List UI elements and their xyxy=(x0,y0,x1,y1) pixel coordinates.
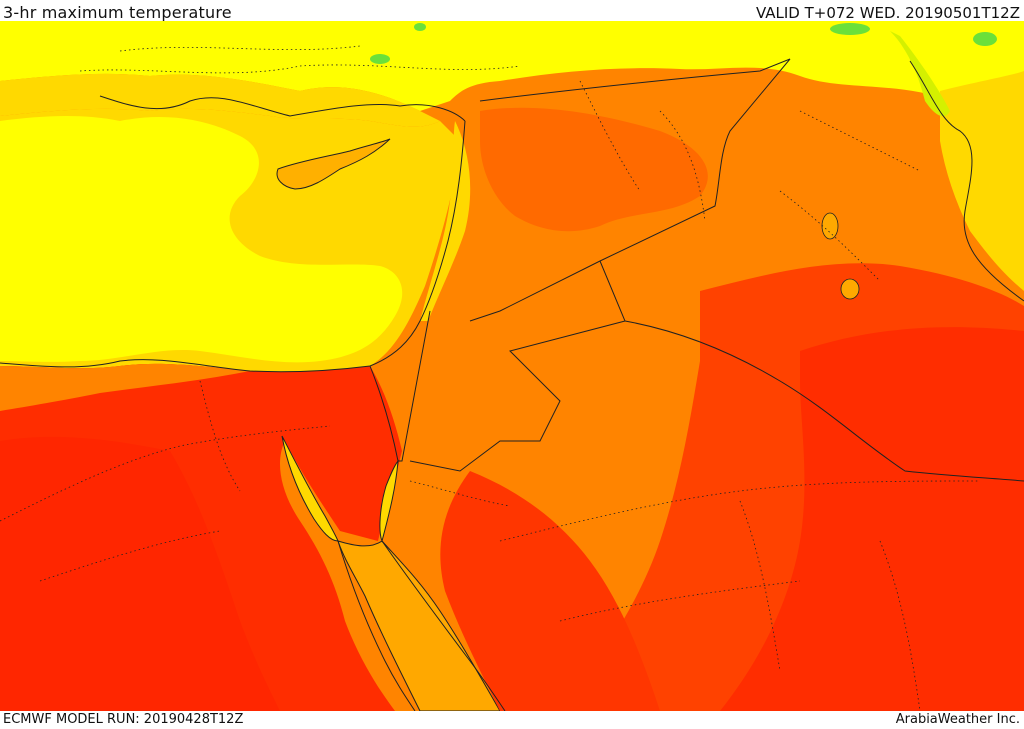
field-green-patch-c xyxy=(370,54,390,64)
field-green-patch-a xyxy=(973,32,997,46)
cyprus xyxy=(276,138,391,190)
field-egypt-deep xyxy=(0,436,280,711)
field-north-gold xyxy=(0,73,440,127)
field-iran-green xyxy=(890,31,950,117)
border-iraq-saudi xyxy=(409,260,626,472)
lake-a xyxy=(821,212,839,240)
valid-time: VALID T+072 WED. 20190501T12Z xyxy=(755,4,1020,22)
border-syria-iraq xyxy=(469,58,791,322)
temperature-map[interactable] xyxy=(0,21,1024,711)
field-syria-orange xyxy=(480,107,708,232)
coastline-turkey xyxy=(99,95,466,122)
field-levant-gold xyxy=(420,121,471,321)
coastline-egypt xyxy=(0,359,371,373)
field-med-yellow xyxy=(0,116,403,363)
footer-bar: ECMWF MODEL RUN: 20190428T12Z ArabiaWeat… xyxy=(0,711,1024,729)
field-north-yellow xyxy=(0,21,1024,141)
credit-label: ArabiaWeather Inc. xyxy=(895,712,1020,727)
border-iraq-east xyxy=(624,320,1024,482)
field-saudi-red xyxy=(440,471,660,711)
lake-b xyxy=(840,278,860,300)
border-iran-iraq xyxy=(909,60,1024,302)
model-run-label: ECMWF MODEL RUN: 20190428T12Z xyxy=(3,712,244,727)
coastline-redsea-west xyxy=(337,540,416,711)
gulf-aqaba xyxy=(379,459,399,543)
border-egypt-israel xyxy=(369,310,431,462)
field-iraq-deep xyxy=(720,327,1024,711)
field-green-patch-d xyxy=(414,23,426,31)
field-coast-orange xyxy=(0,363,250,411)
field-green-patch-b xyxy=(830,23,870,35)
coastline-levant xyxy=(369,120,466,367)
field-iran-yellow xyxy=(940,71,1024,291)
header-bar: 3-hr maximum temperature VALID T+072 WED… xyxy=(0,0,1024,22)
coastline-redsea-east xyxy=(381,540,506,711)
map-title: 3-hr maximum temperature xyxy=(3,3,232,22)
dotted-admin-borders xyxy=(0,45,981,711)
